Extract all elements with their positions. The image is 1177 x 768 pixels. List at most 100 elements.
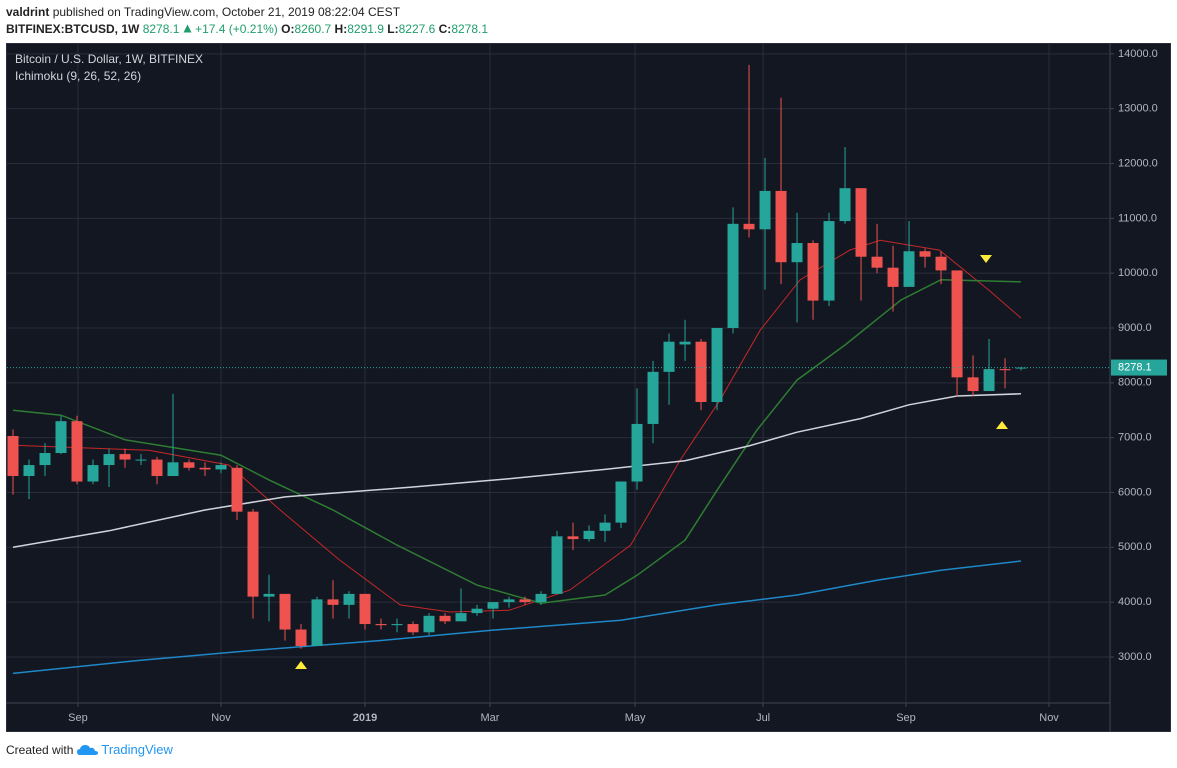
candle-body [903, 251, 915, 287]
x-tick-label: Sep [68, 712, 88, 724]
price: 8278.1 [142, 22, 180, 36]
x-tick-label: Nov [211, 712, 231, 724]
candle-body [967, 377, 979, 392]
ohlc-key: L: [387, 22, 399, 36]
candle-body [855, 188, 867, 257]
candle-body [935, 256, 947, 271]
candle-body [743, 223, 755, 230]
indicator-line [12, 239, 1022, 613]
candle-body [711, 327, 723, 403]
x-tick-label: Sep [896, 712, 916, 724]
ohlc-value: 8278.1 [451, 22, 489, 36]
ohlc-key: C: [438, 22, 452, 36]
candle-body [615, 481, 627, 523]
author: valdrint [6, 5, 50, 19]
signal-up [996, 421, 1008, 429]
change: +17.4 (+0.21%) [195, 22, 278, 36]
candle-body [119, 454, 131, 460]
y-tick-label: 6000.0 [1118, 486, 1152, 498]
candle-body [535, 593, 547, 603]
candle-body [199, 467, 211, 470]
candle-body [759, 190, 771, 230]
candle-body [183, 462, 195, 468]
candle-body [679, 341, 691, 345]
candle-body [247, 511, 259, 597]
y-tick-label: 10000.0 [1118, 267, 1158, 279]
candle-body [311, 599, 323, 646]
footer: Created with TradingView [6, 742, 173, 757]
candle-body [231, 467, 243, 512]
y-tick-label: 9000.0 [1118, 322, 1152, 334]
x-tick-label: Mar [481, 712, 500, 724]
x-tick-label: May [625, 712, 646, 724]
last-price-box [1111, 359, 1167, 376]
ohlc-value: 8227.6 [398, 22, 436, 36]
candle-body [103, 454, 115, 466]
logo [77, 744, 99, 755]
ohlc-key: H: [334, 22, 348, 36]
candle-body [263, 593, 275, 597]
candle-body [151, 459, 163, 477]
y-tick-label: 5000.0 [1118, 541, 1152, 553]
y-tick-label: 3000.0 [1118, 651, 1152, 663]
legend-symbol: Bitcoin / U.S. Dollar, 1W, BITFINEX [15, 52, 203, 66]
symbol-line: BITFINEX:BTCUSD, 1W 8278.1 +17.4 (+0.21%… [6, 22, 488, 36]
candle-body [567, 536, 579, 540]
candle-body [343, 593, 355, 605]
candle-body [7, 436, 19, 477]
candle-body [375, 624, 387, 626]
candle-body [39, 452, 51, 466]
candle-body [871, 256, 883, 268]
candle-body [503, 599, 515, 603]
indicator-line [12, 393, 1022, 549]
candle-body [807, 243, 819, 301]
ohlc-key: O: [281, 22, 295, 36]
candle-body [791, 243, 803, 263]
candle-body [87, 465, 99, 482]
candle-body [471, 608, 483, 614]
ohlc-value: 8291.9 [347, 22, 384, 36]
candle-body [919, 251, 931, 257]
y-tick-label: 11000.0 [1118, 212, 1157, 224]
candle-body [951, 270, 963, 378]
candle-body [519, 599, 531, 603]
candle-body [279, 593, 291, 630]
candle-body [423, 615, 435, 633]
candle-body [55, 421, 67, 453]
ohlc-value: 8260.7 [294, 22, 332, 36]
y-tick-label: 14000.0 [1118, 48, 1158, 60]
created-with: Created with [6, 742, 74, 757]
candle-body [839, 188, 851, 222]
y-tick-label: 13000.0 [1118, 103, 1158, 115]
candle-body [631, 423, 643, 482]
x-tick-label: Jul [756, 712, 770, 724]
y-tick-label: 7000.0 [1118, 432, 1152, 444]
candle-body [23, 465, 35, 477]
candle-body [487, 602, 499, 609]
candle-body [775, 190, 787, 263]
chart: Bitcoin / U.S. Dollar, 1W, BITFINEX Ichi… [6, 43, 1171, 732]
candle-body [167, 462, 179, 477]
candle-body [295, 629, 307, 646]
candle-body [695, 341, 707, 403]
x-tick-label: 2019 [353, 712, 377, 724]
signal-down [980, 255, 992, 263]
candle-body [391, 624, 403, 626]
candle-body [999, 369, 1011, 371]
candle-body [583, 530, 595, 540]
candle-body [551, 536, 563, 594]
candle-body [439, 615, 451, 622]
candle-body [983, 369, 995, 392]
marks [7, 64, 1027, 675]
candle-body [599, 522, 611, 531]
candle-body [887, 267, 899, 287]
last-price-label: 8278.1 [1118, 361, 1152, 373]
y-tick-label: 12000.0 [1118, 157, 1158, 169]
up-arrow [183, 24, 192, 33]
candle-body [663, 341, 675, 372]
published: published on TradingView.com, October 21… [52, 5, 401, 19]
candle-body [407, 624, 419, 633]
brand: TradingView [101, 742, 173, 757]
candle-body [647, 371, 659, 424]
